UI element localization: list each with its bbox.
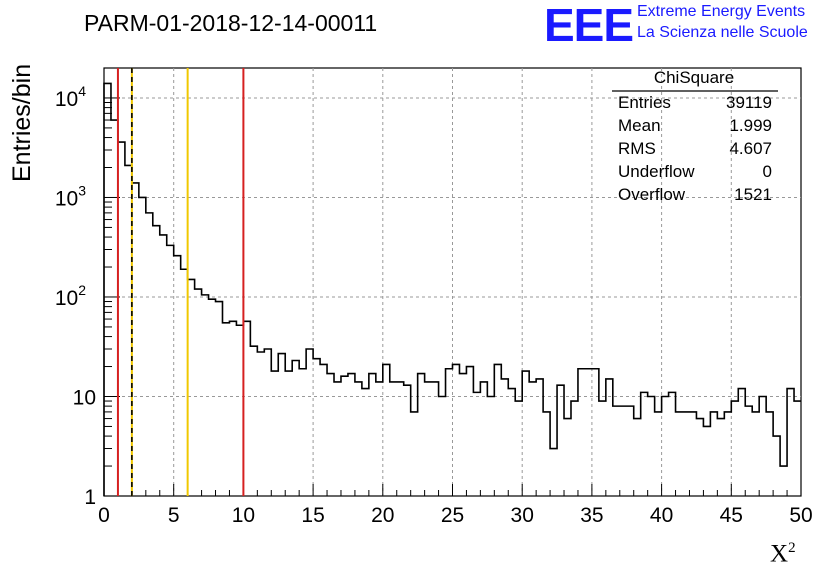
stats-key: Overflow (618, 185, 686, 204)
x-axis-label: X2 (770, 540, 796, 568)
x-tick-label: 20 (371, 504, 394, 527)
stats-value: 39119 (725, 93, 772, 112)
histogram-series (103, 82, 801, 496)
x-tick-label: 30 (511, 504, 534, 527)
stats-value: 1.999 (729, 116, 772, 135)
x-tick-label: 50 (789, 504, 812, 527)
stats-value: 0 (762, 162, 772, 181)
stats-row: Underflow 0 (618, 162, 772, 184)
x-tick-label: 0 (98, 504, 110, 527)
x-axis-label-exp: 2 (788, 540, 796, 556)
y-tick-label: 1 (84, 486, 96, 509)
chart-title: PARM-01-2018-12-14-00011 (84, 10, 378, 36)
logo-line-1: Extreme Energy Events (637, 3, 806, 20)
x-tick-label: 45 (720, 504, 743, 527)
stats-key: Underflow (618, 162, 695, 181)
y-tick-label: 10 (73, 386, 96, 409)
stats-value: 4.607 (729, 139, 772, 158)
stats-row: RMS 4.607 (618, 139, 772, 161)
stats-row: Entries 39119 (618, 93, 772, 115)
y-tick-label: 104 (55, 83, 86, 111)
y-tick-label: 102 (55, 282, 86, 310)
stats-key: RMS (618, 139, 656, 158)
stats-title: ChiSquare (653, 68, 735, 87)
x-tick-label: 35 (580, 504, 603, 527)
stats-value: 1521 (734, 185, 772, 204)
x-tick-label: 40 (650, 504, 673, 527)
stats-key: Entries (618, 93, 671, 112)
y-axis-label: Entries/bin (8, 63, 36, 182)
stats-key: Mean (618, 116, 661, 135)
stats-row: Mean 1.999 (618, 116, 772, 138)
logo-line-2: La Scienza nelle Scuole (637, 24, 808, 41)
eee-logo: EEE (544, 0, 634, 51)
x-tick-label: 15 (301, 504, 324, 527)
x-axis-label-base: X (770, 540, 789, 568)
x-tick-label: 25 (441, 504, 464, 527)
y-tick-label: 103 (55, 182, 86, 210)
x-tick-label: 5 (168, 504, 180, 527)
stats-row: Overflow 1521 (618, 185, 772, 207)
x-tick-label: 10 (232, 504, 255, 527)
